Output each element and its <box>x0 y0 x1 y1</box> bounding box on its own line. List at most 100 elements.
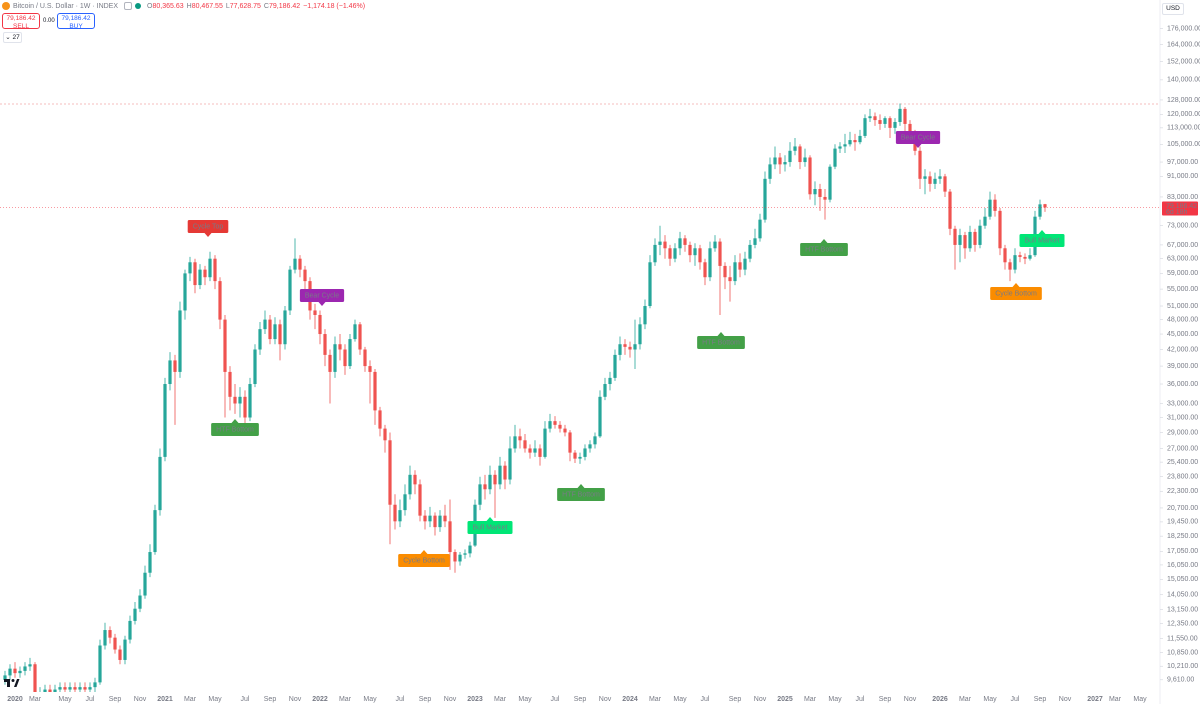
annotation-label: Bear Cycle <box>305 293 339 300</box>
candle-body <box>823 196 827 200</box>
candle-body <box>448 521 452 553</box>
candle-body <box>818 189 822 197</box>
x-tick-label: May <box>673 696 687 703</box>
annotation-pointer <box>204 233 212 237</box>
candle-body <box>713 241 717 249</box>
candle-body <box>113 637 117 650</box>
candle-body <box>813 189 817 195</box>
buy-label: BUY <box>69 22 83 30</box>
candle-body <box>128 620 132 640</box>
annotation: HTF Bottom <box>211 419 259 436</box>
candle-body <box>568 432 572 453</box>
candle-body <box>498 465 502 485</box>
sell-label: SELL <box>13 22 29 30</box>
candle-body <box>733 262 737 282</box>
candle-body <box>518 436 522 441</box>
candle-body <box>678 238 682 249</box>
candle-body <box>738 262 742 270</box>
x-tick-label: May <box>1133 696 1147 703</box>
annotation-pointer <box>420 550 428 554</box>
annotation-pointer <box>1012 283 1020 287</box>
candle-body <box>673 248 677 259</box>
eye-icon[interactable] <box>124 2 133 10</box>
annotation-box <box>299 289 345 302</box>
candle-body <box>958 235 962 245</box>
candle-body <box>853 140 857 143</box>
y-tick-label: 51,000.00 <box>1167 303 1198 310</box>
candle-body <box>293 258 297 270</box>
x-tick-label: Jul <box>551 696 560 703</box>
candle-body <box>348 339 352 367</box>
candle-body <box>333 344 337 372</box>
buy-price: 79,186.42 <box>61 15 91 22</box>
candle-body <box>488 474 492 490</box>
candle-body <box>978 225 982 245</box>
ohlc-key: C <box>263 2 269 10</box>
candle-body <box>1008 262 1012 270</box>
candle-body <box>203 269 207 278</box>
y-tick-label: 152,000.00 <box>1167 58 1200 65</box>
overlays: Cycle Top HTF Bottom Bear Cycle Cycle Botto… <box>187 131 1065 567</box>
candle-body <box>58 687 62 690</box>
candle-body <box>183 273 187 311</box>
indicators-toggle[interactable]: ⌄ 27 <box>3 32 22 43</box>
x-tick-label: 2021 <box>157 696 173 703</box>
candle-body <box>683 238 687 245</box>
y-tick-label: 42,000.00 <box>1167 346 1198 353</box>
candle-body <box>63 687 67 690</box>
annotation-label: Bull Market <box>1024 238 1059 245</box>
ohlc-values: O80,365.63 H80,467.55 L77,628.75 C79,186.42 <box>147 3 300 10</box>
candle-body <box>463 553 467 555</box>
ohlc-value: 80,365.63 <box>152 2 184 10</box>
candle-body <box>828 166 832 200</box>
candle-body <box>623 344 627 347</box>
sell-price: 79,186.42 <box>6 15 36 22</box>
candle-body <box>483 484 487 490</box>
candle-body <box>803 157 807 163</box>
annotation-box <box>895 131 941 144</box>
candle-body <box>278 324 282 345</box>
candle-body <box>408 474 412 495</box>
candle-body <box>73 687 77 690</box>
candle-body <box>728 277 732 282</box>
x-tick-label: Mar <box>184 696 197 703</box>
symbol-name[interactable]: Bitcoin / U.S. Dollar · 1W · INDEX <box>13 2 119 10</box>
candle-body <box>943 176 947 192</box>
candle-body <box>98 645 102 683</box>
x-tick-label: May <box>983 696 997 703</box>
candle-body <box>878 120 882 124</box>
x-tick-label: 2027 <box>1087 696 1103 703</box>
sell-button[interactable]: 79,186.42 SELL <box>2 13 40 30</box>
x-tick-label: Nov <box>134 696 147 703</box>
x-tick-label: Nov <box>289 696 302 703</box>
annotation-pointer <box>577 484 585 488</box>
x-tick-label: Sep <box>574 696 587 703</box>
candle-body <box>118 649 122 660</box>
candle-body <box>858 135 862 143</box>
ohlc-value: 79,186.42 <box>268 2 301 10</box>
candle-body <box>208 258 212 278</box>
x-tick-label: Sep <box>879 696 892 703</box>
candle-body <box>3 675 7 681</box>
x-tick-label: Sep <box>729 696 742 703</box>
candle-body <box>143 572 147 596</box>
annotation-box <box>697 336 745 349</box>
x-tick-label: Sep <box>1034 696 1047 703</box>
candle-body <box>1003 248 1007 263</box>
candle-body <box>668 248 672 259</box>
candle-body <box>833 148 837 167</box>
annotation: Bull Market <box>467 517 513 534</box>
y-tick-label: 113,000.00 <box>1167 125 1200 132</box>
candle-body <box>83 687 87 690</box>
annotation-box <box>467 521 513 534</box>
annotation-box <box>187 220 229 233</box>
buy-button[interactable]: 79,186.42 BUY <box>57 13 95 30</box>
candle-body <box>373 371 377 411</box>
candle-body <box>1023 256 1027 259</box>
annotation: Bear Cycle <box>895 131 941 148</box>
y-tick-label: 22,300.00 <box>1167 488 1198 495</box>
currency-button[interactable]: USD <box>1162 3 1184 15</box>
bitcoin-icon <box>2 2 10 10</box>
y-tick-label: 15,050.00 <box>1167 576 1198 583</box>
